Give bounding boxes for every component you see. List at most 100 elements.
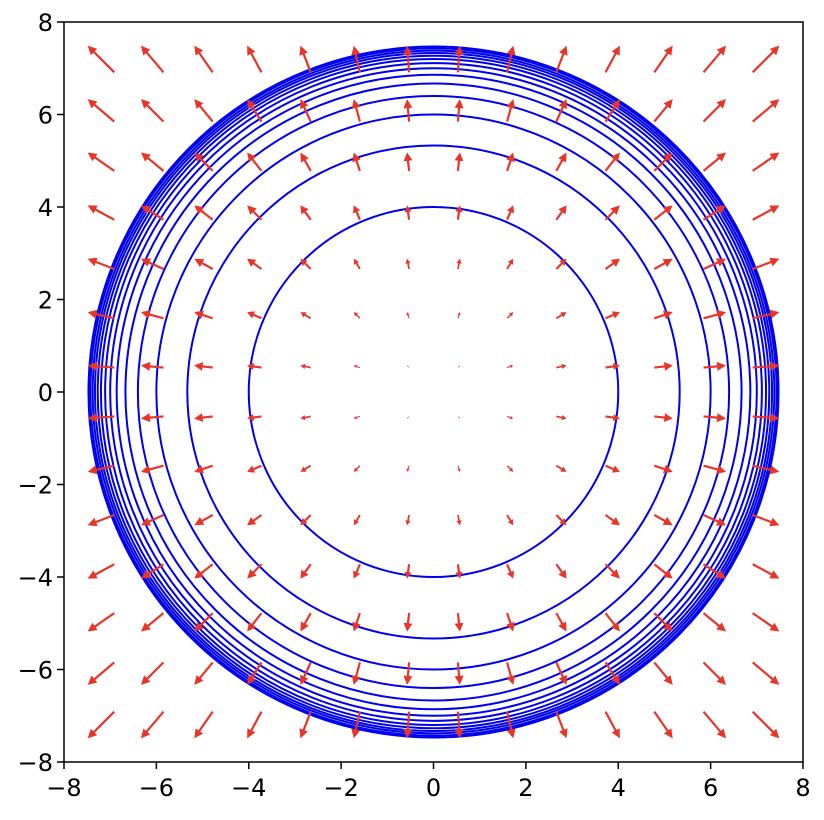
arrow [653,152,673,172]
x-tick-label: 0 [426,774,441,802]
arrow [555,152,567,172]
arrow [555,464,567,472]
arrow [654,413,673,423]
arrow [751,710,780,739]
arrow [194,464,214,474]
contour [91,49,776,735]
arrow [653,563,673,579]
arrow [653,711,673,739]
arrow [140,464,164,474]
y-tick-label: 6 [38,102,53,130]
arrow [702,661,727,685]
arrow [604,711,620,739]
arrow [555,661,567,685]
arrow [352,612,361,632]
x-tick-label: 2 [518,774,533,802]
arrow [555,711,568,739]
x-tick-label: 8 [795,774,810,802]
contour [89,47,778,737]
arrow [703,413,727,423]
arrow [605,311,620,320]
arrow [403,612,413,632]
arrow [703,464,727,474]
axes-frame [63,21,804,763]
arrow [604,205,620,221]
arrow [506,563,515,579]
arrow [604,45,620,73]
arrow [300,363,311,370]
arrow [194,258,214,270]
arrow [353,312,361,319]
arrow [403,152,413,172]
arrow [300,464,312,472]
arrow [457,465,461,472]
arrow [556,363,567,370]
arrow [194,45,214,73]
arrow [752,205,780,221]
arrow [247,258,263,270]
y-tick-label: 8 [38,9,53,37]
arrow [506,152,515,172]
arrow [403,662,413,685]
x-tick-label: 4 [611,774,626,802]
arrow [406,465,410,472]
contour [96,54,771,730]
arrow [454,662,464,685]
arrow [194,152,214,172]
arrow [702,205,727,221]
arrow [140,205,165,221]
arrow [352,152,361,172]
arrow [140,710,165,739]
arrow [506,415,514,420]
arrow [247,514,263,526]
arrow [247,711,263,739]
arrow [455,205,463,220]
arrow [352,205,361,221]
arrow [194,361,213,371]
arrow [403,711,413,739]
arrow [140,45,165,74]
arrow [194,711,214,739]
arrow [752,513,780,527]
y-tick-label: 0 [38,379,53,407]
contour [99,58,768,726]
arrow [300,99,312,123]
contour [124,82,743,702]
arrow [752,99,780,123]
arrow [653,205,673,221]
arrow [752,413,780,423]
y-tick-label: 4 [38,194,53,222]
arrow [752,152,780,172]
arrow [455,564,463,579]
arrow [654,361,673,371]
arrow [406,312,410,319]
arrow [247,205,263,221]
x-tick-label: −6 [139,774,174,802]
arrow [506,312,514,319]
arrow [351,711,361,739]
arrow [404,205,412,220]
arrow [457,416,460,419]
arrow [752,257,780,271]
arrow [140,258,164,271]
arrow [752,612,780,632]
arrow [140,661,165,685]
arrow [140,563,165,579]
arrow [87,361,115,371]
plot-area [87,45,780,739]
arrow [300,152,312,172]
arrow [506,662,516,685]
contour [87,45,780,739]
arrow [703,310,727,320]
arrow [403,99,413,122]
y-tick-label: −4 [18,564,53,592]
arrow [604,612,620,632]
arrow [506,465,514,472]
arrow [653,310,673,320]
arrow [555,99,567,123]
arrow [653,99,673,123]
arrow [605,362,620,371]
arrow [702,563,727,579]
contour [115,73,752,711]
arrow [506,711,516,739]
